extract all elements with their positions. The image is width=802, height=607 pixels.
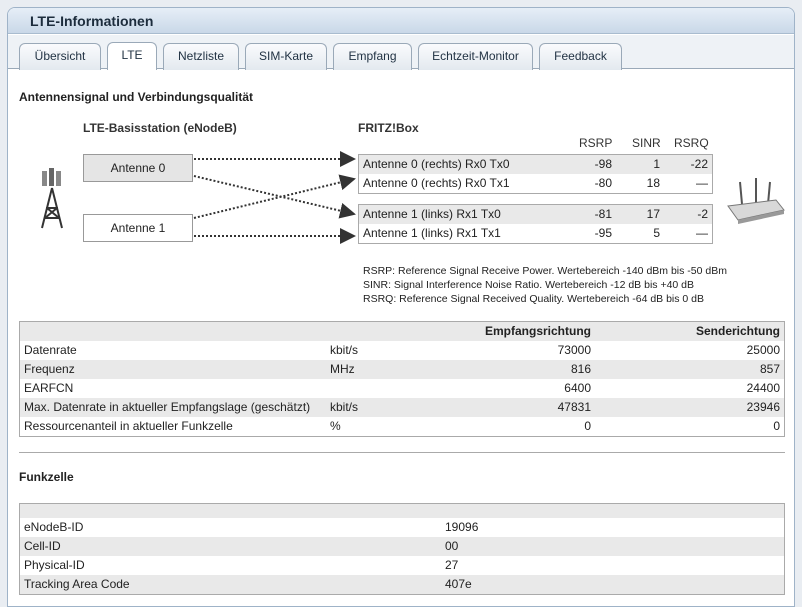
signal-row-sinr: 5 (653, 226, 660, 240)
rsrp-header: RSRP (579, 136, 613, 150)
row-label: Tracking Area Code (24, 577, 130, 591)
row-label: EARFCN (24, 381, 74, 395)
signal-row-sinr: 17 (646, 207, 660, 221)
signal-row-rsrq: -22 (690, 157, 708, 171)
cell-table: eNodeB-ID 19096 Cell-ID 00 Physical-ID 2… (19, 503, 785, 595)
tab-lte[interactable]: LTE (107, 42, 157, 70)
tx-header: Senderichtung (695, 324, 780, 338)
signal-row-name: Antenne 1 (links) Rx1 Tx1 (363, 226, 501, 240)
signal-row-rsrq: -2 (697, 207, 708, 221)
row-unit: MHz (330, 362, 355, 376)
row-label: Ressourcenanteil in aktueller Funkzelle (24, 419, 233, 433)
basestation-label: LTE-Basisstation (eNodeB) (83, 121, 237, 135)
tab-empfang[interactable]: Empfang (333, 43, 412, 70)
row-tx: 0 (773, 419, 780, 433)
tab-bar: Übersicht LTE Netzliste SIM-Karte Empfan… (8, 35, 794, 70)
row-value: 407e (445, 577, 472, 591)
rsrq-header: RSRQ (674, 136, 709, 150)
table-row: Ressourcenanteil in aktueller Funkzelle … (20, 417, 784, 436)
row-value: 27 (445, 558, 459, 572)
row-label: Max. Datenrate in aktueller Empfangslage… (24, 400, 311, 414)
signal-row-name: Antenne 0 (rechts) Rx0 Tx1 (363, 176, 510, 190)
row-label: Datenrate (24, 343, 77, 357)
panel-title: LTE-Informationen (8, 8, 794, 34)
legend-rsrp: RSRP: Reference Signal Receive Power. We… (363, 265, 727, 277)
signal-row-sinr: 1 (653, 157, 660, 171)
rx-header: Empfangsrichtung (484, 324, 591, 338)
row-rx: 816 (570, 362, 591, 376)
signal-row-sinr: 18 (646, 176, 660, 190)
tab-echtzeit-monitor[interactable]: Echtzeit-Monitor (418, 43, 533, 70)
tab-sim-karte[interactable]: SIM-Karte (245, 43, 327, 70)
section-divider (19, 452, 785, 453)
signal-row: Antenne 1 (links) Rx1 Tx1 -95 5 — (359, 224, 712, 243)
row-rx: 6400 (564, 381, 591, 395)
row-unit: % (330, 419, 341, 433)
fritzbox-label: FRITZ!Box (358, 121, 419, 135)
signal-row-rsrq: — (696, 226, 708, 240)
row-rx: 0 (584, 419, 591, 433)
row-value: 19096 (445, 520, 479, 534)
cell-section-title: Funkzelle (19, 470, 74, 484)
table-row: Physical-ID 27 (20, 556, 784, 575)
signal-row-name: Antenne 1 (links) Rx1 Tx0 (363, 207, 501, 221)
tab-uebersicht[interactable]: Übersicht (19, 43, 101, 70)
tab-netzliste[interactable]: Netzliste (163, 43, 239, 70)
signal-row: Antenne 0 (rechts) Rx0 Tx1 -80 18 — (359, 174, 712, 193)
table-row: Max. Datenrate in aktueller Empfangslage… (20, 398, 784, 417)
signal-row-rsrp: -98 (594, 157, 612, 171)
row-rx: 47831 (557, 400, 591, 414)
row-tx: 23946 (746, 400, 780, 414)
row-tx: 24400 (746, 381, 780, 395)
legend-sinr: SINR: Signal Interference Noise Ratio. W… (363, 279, 695, 291)
row-tx: 25000 (746, 343, 780, 357)
antenna-1-box: Antenne 1 (83, 214, 193, 242)
cell-table-header (20, 504, 784, 518)
router-icon (727, 178, 785, 224)
signal-row-name: Antenne 0 (rechts) Rx0 Tx0 (363, 157, 510, 171)
table-row: Frequenz MHz 816 857 (20, 360, 784, 379)
lte-info-panel: LTE-Informationen Übersicht LTE Netzlist… (7, 7, 795, 607)
signal-row: Antenne 0 (rechts) Rx0 Tx0 -98 1 -22 (359, 155, 712, 174)
tab-feedback[interactable]: Feedback (539, 43, 622, 70)
row-value: 00 (445, 539, 459, 553)
row-label: Cell-ID (24, 539, 61, 553)
table-row: eNodeB-ID 19096 (20, 518, 784, 537)
row-label: Frequenz (24, 362, 75, 376)
antenna-section-title: Antennensignal und Verbindungsqualität (19, 90, 254, 104)
signal-row-rsrp: -95 (594, 226, 612, 240)
table-row: Datenrate kbit/s 73000 25000 (20, 341, 784, 360)
row-label: eNodeB-ID (24, 520, 84, 534)
table-row: Cell-ID 00 (20, 537, 784, 556)
signal-row-rsrq: — (696, 176, 708, 190)
rate-table-header: Empfangsrichtung Senderichtung (20, 322, 784, 341)
row-rx: 73000 (557, 343, 591, 357)
antenna-0-box: Antenne 0 (83, 154, 193, 182)
rate-table: Empfangsrichtung Senderichtung Datenrate… (19, 321, 785, 437)
row-tx: 857 (759, 362, 780, 376)
signal-row: Antenne 1 (links) Rx1 Tx0 -81 17 -2 (359, 205, 712, 224)
cell-tower-icon (41, 168, 63, 229)
row-unit: kbit/s (330, 343, 359, 357)
row-unit: kbit/s (330, 400, 359, 414)
signal-table-antenna-1: Antenne 1 (links) Rx1 Tx0 -81 17 -2 Ante… (358, 204, 713, 244)
signal-row-rsrp: -81 (594, 207, 612, 221)
legend-rsrq: RSRQ: Reference Signal Received Quality.… (363, 293, 705, 305)
signal-table-antenna-0: Antenne 0 (rechts) Rx0 Tx0 -98 1 -22 Ant… (358, 154, 713, 194)
sinr-header: SINR (632, 136, 661, 150)
signal-paths (193, 151, 356, 244)
table-row: Tracking Area Code 407e (20, 575, 784, 594)
signal-row-rsrp: -80 (594, 176, 612, 190)
row-label: Physical-ID (24, 558, 85, 572)
table-row: EARFCN 6400 24400 (20, 379, 784, 398)
